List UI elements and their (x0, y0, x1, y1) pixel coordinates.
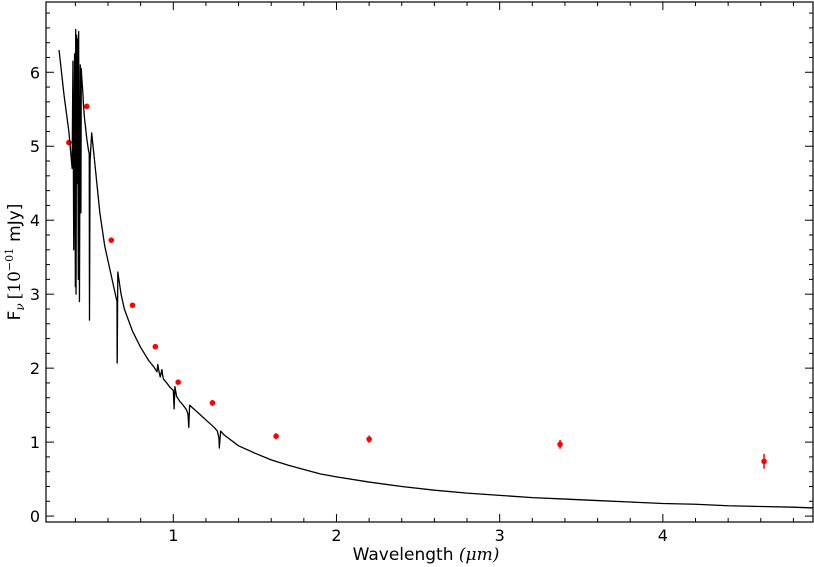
data-point (761, 458, 767, 465)
data-point (209, 400, 216, 406)
data-point (175, 379, 181, 385)
x-tick-label: 2 (331, 526, 341, 545)
y-tick-label: 6 (30, 63, 40, 82)
data-point (83, 103, 90, 110)
plot-frame (45, 1, 814, 523)
data-point (557, 441, 563, 448)
y-tick-label: 3 (30, 285, 40, 304)
y-axis-label-sub: ν (13, 303, 27, 310)
x-tick-label: 3 (495, 526, 505, 545)
y-axis-label-open: [10 (5, 271, 25, 299)
data-point (366, 436, 372, 442)
model-spectrum-line (58, 28, 813, 509)
x-axis-label-main: Wavelength (353, 545, 454, 565)
y-tick-label: 1 (30, 433, 40, 452)
axes: 1 2 3 4 0 1 2 3 4 5 6 (30, 1, 814, 545)
data-point (273, 433, 279, 439)
y-axis-label-exp: −01 (3, 248, 16, 271)
y-axis-label-main: F (5, 311, 25, 321)
data-point (66, 139, 72, 146)
y-tick-label: 0 (30, 507, 40, 526)
plot-content (58, 28, 813, 509)
y-axis-label: Fν [10−01 mJy] (3, 204, 27, 321)
y-tick-label: 2 (30, 359, 40, 378)
plot-area (58, 28, 813, 509)
data-point (152, 343, 159, 350)
y-tick-label: 4 (30, 211, 40, 230)
x-tick-label: 1 (168, 526, 178, 545)
x-axis-label-unit: (μm) (459, 545, 499, 565)
data-point (108, 237, 115, 243)
data-point (129, 302, 136, 309)
y-tick-label: 5 (30, 137, 40, 156)
y-axis-label-close: mJy] (5, 204, 25, 242)
x-axis-label: Wavelength (μm) (353, 545, 500, 565)
x-tick-label: 4 (658, 526, 668, 545)
